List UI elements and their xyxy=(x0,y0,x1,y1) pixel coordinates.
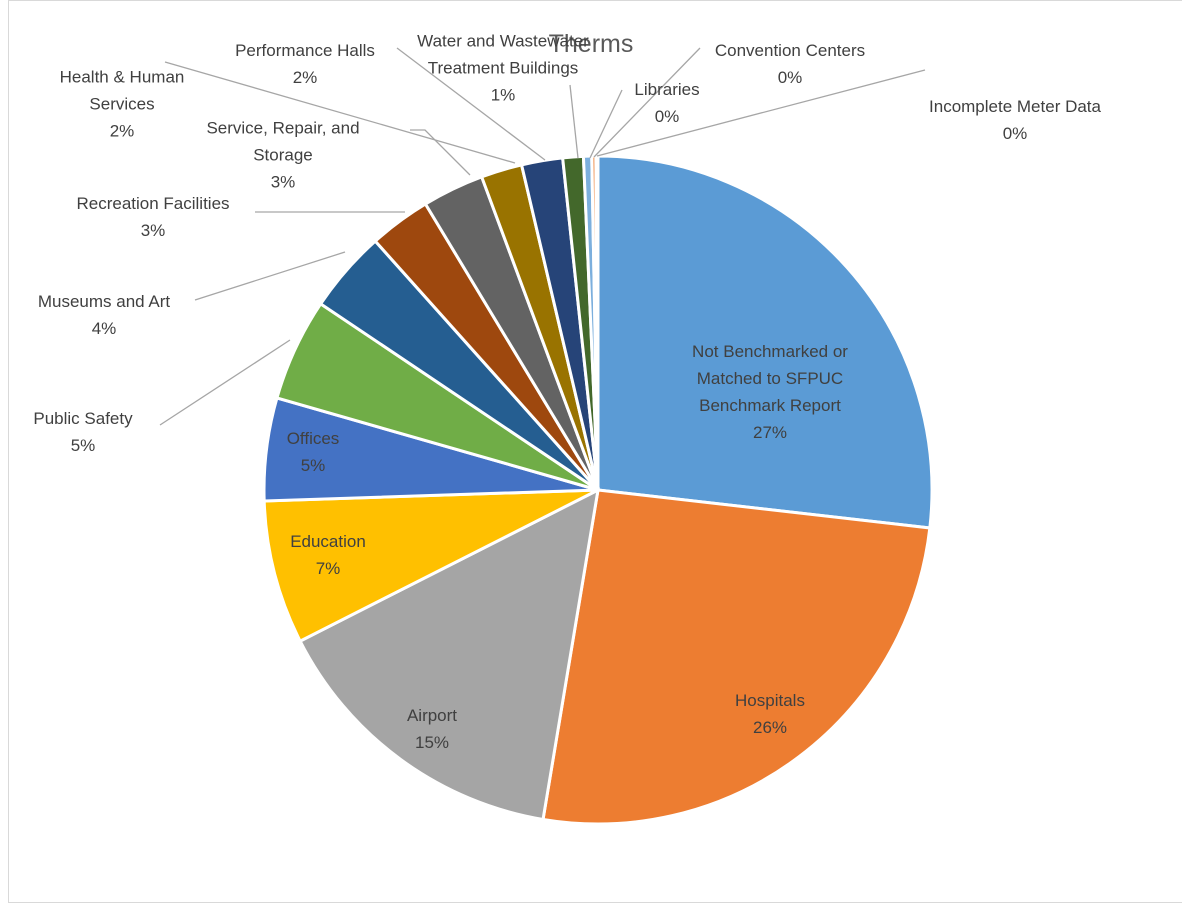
data-label: Recreation Facilities 3% xyxy=(43,190,263,244)
value-label: 0% xyxy=(1002,124,1028,143)
category-label: Education xyxy=(290,532,366,551)
category-label: Airport xyxy=(406,706,458,725)
data-label: Service, Repair, and Storage 3% xyxy=(198,115,368,196)
category-label: Offices xyxy=(286,429,340,448)
value-label: 0% xyxy=(654,107,680,126)
pie-slice xyxy=(298,487,600,822)
category-label: Not Benchmarked or Matched to SFPUC Benc… xyxy=(692,342,848,415)
data-label: Hospitals 26% xyxy=(695,687,845,741)
data-label: Offices 5% xyxy=(238,425,388,479)
value-label: 26% xyxy=(752,718,788,737)
leader-line xyxy=(396,47,546,161)
data-label: Convention Centers 0% xyxy=(690,37,890,91)
leader-line xyxy=(589,89,623,159)
value-label: 7% xyxy=(315,559,341,578)
value-label: 1% xyxy=(490,85,516,105)
data-label: Airport 15% xyxy=(357,702,507,756)
leader-line xyxy=(410,129,471,176)
value-label: 2% xyxy=(292,68,318,87)
data-label: Libraries 0% xyxy=(607,76,727,130)
data-label: Performance Halls 2% xyxy=(205,37,405,91)
leader-line xyxy=(569,84,579,159)
chart-border xyxy=(8,0,1182,903)
data-label: Health & Human Services 2% xyxy=(37,64,207,145)
data-label: Water and Wastewater Treatment Buildings… xyxy=(403,28,603,109)
leader-line xyxy=(194,251,346,301)
category-label: Libraries xyxy=(634,80,700,99)
data-label: Education 7% xyxy=(253,528,403,582)
value-label: 27% xyxy=(752,423,788,442)
value-label: 0% xyxy=(777,68,803,87)
category-label: Public Safety xyxy=(33,409,133,428)
pie-slice xyxy=(541,488,932,826)
data-label: Not Benchmarked or Matched to SFPUC Benc… xyxy=(660,338,880,446)
pie-slice xyxy=(596,154,934,530)
category-label: Convention Centers xyxy=(714,41,866,60)
value-label: 5% xyxy=(300,456,326,475)
category-label: Health & Human Services xyxy=(59,67,185,114)
pie-slice xyxy=(262,488,599,644)
leader-line xyxy=(159,339,291,426)
category-label: Performance Halls xyxy=(235,41,375,60)
chart-title: Therms xyxy=(548,30,634,58)
category-label: Museums and Art xyxy=(37,292,171,311)
pie-slice xyxy=(594,154,600,491)
value-label: 3% xyxy=(270,172,296,192)
data-label: Museums and Art 4% xyxy=(9,288,199,342)
data-label: Public Safety 5% xyxy=(3,405,163,459)
leader-line xyxy=(593,47,701,158)
leader-line xyxy=(596,69,926,157)
category-label: Water and Wastewater Treatment Buildings xyxy=(417,31,589,78)
category-label: Recreation Facilities xyxy=(76,194,230,213)
value-label: 3% xyxy=(140,221,166,240)
value-label: 15% xyxy=(414,733,450,752)
value-label: 2% xyxy=(109,121,135,141)
category-label: Service, Repair, and Storage xyxy=(206,118,360,165)
data-label: Incomplete Meter Data 0% xyxy=(915,93,1115,147)
category-label: Incomplete Meter Data xyxy=(929,97,1101,116)
category-label: Hospitals xyxy=(735,691,805,710)
value-label: 5% xyxy=(70,436,96,455)
value-label: 4% xyxy=(91,319,117,338)
leader-line xyxy=(164,61,516,164)
